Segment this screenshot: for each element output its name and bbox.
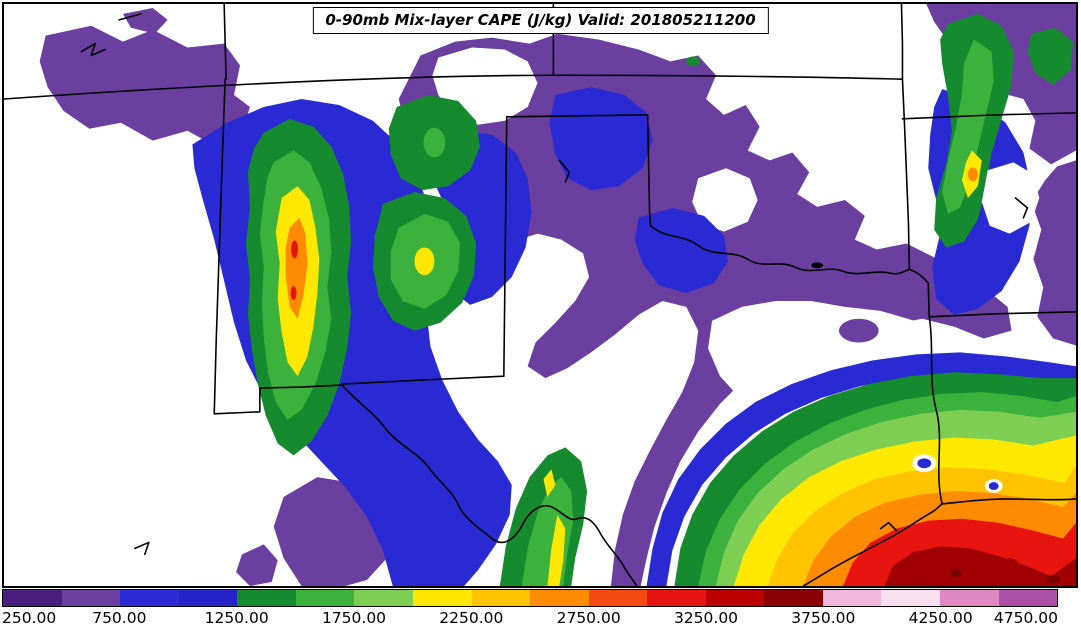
contour-region bbox=[634, 207, 728, 294]
colorbar-tick-label: 3750.00 bbox=[791, 609, 856, 627]
contour-region bbox=[549, 87, 653, 191]
plot-title: 0-90mb Mix-layer CAPE (J/kg) Valid: 2018… bbox=[312, 7, 769, 34]
contour-region bbox=[911, 551, 932, 566]
contour-region bbox=[398, 33, 1012, 586]
state-border-line bbox=[503, 116, 508, 377]
colorbar-tick-label: 4750.00 bbox=[993, 609, 1058, 627]
contour-region bbox=[950, 569, 962, 578]
colorbar-segment bbox=[178, 590, 238, 606]
river-squiggle bbox=[80, 42, 106, 57]
river-border-line bbox=[341, 384, 638, 586]
contour-region bbox=[1046, 575, 1061, 584]
map-plot-area bbox=[2, 2, 1078, 588]
state-border-line bbox=[928, 311, 1076, 318]
river-squiggle bbox=[134, 541, 150, 556]
coastline bbox=[879, 521, 898, 532]
state-border-line bbox=[4, 74, 903, 100]
state-border-line bbox=[901, 112, 1076, 120]
colorbar-segment bbox=[998, 590, 1058, 606]
contour-region bbox=[942, 39, 994, 214]
colorbar-segment bbox=[61, 590, 121, 606]
contour-region bbox=[543, 469, 556, 497]
contour-region bbox=[423, 127, 446, 158]
colorbar-tick-label: 4250.00 bbox=[908, 609, 973, 627]
colorbar-tick-label: 2750.00 bbox=[556, 609, 621, 627]
contour-region bbox=[547, 514, 566, 586]
river-squiggle bbox=[558, 159, 571, 183]
state-border-line bbox=[646, 114, 652, 227]
colorbar-segment bbox=[647, 590, 706, 606]
lake-marker bbox=[811, 262, 824, 269]
contour-region bbox=[686, 56, 701, 67]
contour-region bbox=[291, 240, 299, 259]
contour-region bbox=[414, 247, 435, 276]
colorbar-tick-label: 750.00 bbox=[92, 609, 147, 627]
colorbar-segment bbox=[530, 590, 589, 606]
contour-region bbox=[692, 168, 758, 232]
cape-fill-purple-layer bbox=[39, 4, 1076, 586]
colorbar-segment bbox=[3, 590, 62, 606]
state-border-line bbox=[505, 114, 649, 118]
colorbar-segment bbox=[764, 590, 823, 606]
colorbar-segment bbox=[940, 590, 999, 606]
state-boundary-lines bbox=[4, 4, 1076, 586]
contour-region bbox=[988, 482, 999, 490]
contour-region bbox=[1000, 558, 1019, 571]
state-border-line bbox=[900, 4, 911, 271]
colorbar-segment bbox=[412, 590, 472, 606]
state-border-line bbox=[213, 384, 343, 415]
contour-region bbox=[1027, 27, 1074, 86]
river-squiggle bbox=[1014, 197, 1029, 219]
cape-fill-maroon-layer bbox=[950, 569, 1061, 584]
colorbar-tick-label: 1250.00 bbox=[204, 609, 269, 627]
contour-region bbox=[646, 352, 1076, 586]
colorbar-gradient bbox=[2, 589, 1058, 607]
contour-region bbox=[1031, 160, 1076, 346]
colorbar-segment bbox=[881, 590, 940, 606]
contour-region bbox=[967, 167, 978, 182]
colorbar-labels: 250.00 750.00 1250.00 1750.00 2250.00 2750.00… bbox=[2, 609, 1058, 631]
river-border-line bbox=[928, 315, 943, 505]
colorbar-segment bbox=[354, 590, 413, 606]
colorbar-segment bbox=[705, 590, 765, 606]
state-border-line bbox=[908, 268, 931, 318]
river-border-line bbox=[649, 224, 911, 275]
colorbar-segment bbox=[471, 590, 531, 606]
colorbar-segment bbox=[295, 590, 355, 606]
colorbar-tick-label: 3250.00 bbox=[673, 609, 739, 627]
contour-region bbox=[236, 544, 278, 586]
colorbar-tick-label: 2250.00 bbox=[439, 609, 504, 627]
state-border-line bbox=[341, 375, 505, 385]
cape-embedded-holes bbox=[912, 454, 1003, 493]
coastline bbox=[802, 503, 943, 586]
contour-region bbox=[838, 318, 879, 343]
state-border-line bbox=[213, 78, 226, 415]
contour-region bbox=[884, 546, 1076, 586]
state-border-line bbox=[223, 4, 227, 81]
colorbar-tick-label: 250.00 bbox=[2, 609, 57, 627]
cape-fill-darkred-layer bbox=[884, 546, 1076, 586]
contour-region bbox=[290, 286, 297, 300]
cape-contour-map bbox=[4, 4, 1076, 586]
contour-region bbox=[917, 458, 932, 469]
river-squiggle bbox=[118, 13, 142, 21]
contour-region bbox=[123, 7, 168, 34]
colorbar-segment bbox=[237, 590, 296, 606]
colorbar-tick-label: 1750.00 bbox=[321, 609, 387, 627]
colorbar-segment bbox=[822, 590, 882, 606]
colorbar-segment bbox=[588, 590, 648, 606]
coastline bbox=[941, 498, 1076, 505]
colorbar-segment bbox=[120, 590, 179, 606]
